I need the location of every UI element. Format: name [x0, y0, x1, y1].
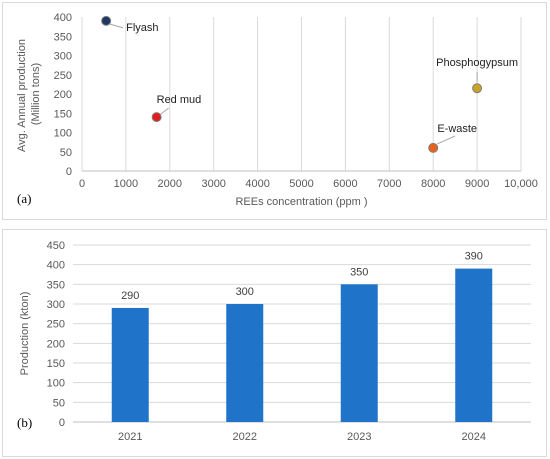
data-points [101, 15, 483, 153]
panel-label-b: (b) [17, 415, 32, 430]
x-tick-label: 10,000 [504, 178, 538, 190]
y-tick-label: 300 [47, 299, 65, 311]
bar-chart: 0 50 100 150 200 250 300 350 400 450 290 300 350 390… [17, 240, 531, 443]
bar [226, 304, 264, 422]
bar-value-label: 350 [350, 266, 368, 278]
axes [81, 17, 521, 172]
y-tick-labels: 0 50 100 150 200 250 300 350 400 [54, 12, 72, 178]
y-axis-title: Avg. Annual production (Million tons) [16, 36, 42, 152]
y-tick-label: 250 [54, 70, 72, 82]
x-tick-label: 2023 [347, 431, 371, 443]
data-point [151, 112, 162, 123]
x-tick-label: 5000 [289, 178, 313, 190]
bar-value-label: 290 [121, 290, 139, 302]
bars [111, 268, 493, 422]
data-point [428, 142, 439, 153]
data-point [101, 15, 112, 26]
x-tick-label: 8000 [421, 178, 445, 190]
y-tick-label: 400 [47, 260, 65, 272]
x-tick-label: 9000 [465, 178, 489, 190]
y-tick-label: 250 [47, 319, 65, 331]
x-tick-labels: 0 1000 2000 3000 4000 5000 6000 7000 8000 9000 10,… [79, 178, 538, 190]
y-tick-labels: 0 50 100 150 200 250 300 350 400 450 [47, 240, 65, 429]
bar-value-labels: 290 300 350 390 [121, 251, 483, 302]
y-tick-label: 450 [47, 240, 65, 252]
leader-line [436, 135, 456, 145]
y-tick-label: 0 [66, 166, 72, 178]
x-tick-label: 0 [79, 178, 85, 190]
point-label: E-waste [437, 123, 477, 135]
bar-value-label: 390 [465, 251, 483, 263]
y-tick-label: 150 [47, 358, 65, 370]
leader-line [160, 107, 169, 115]
x-tick-labels: 2021 2022 2023 2024 [118, 431, 486, 443]
leader-line [109, 23, 124, 29]
y-tick-label: 350 [47, 279, 65, 291]
x-tick-label: 1000 [114, 178, 138, 190]
bar [455, 268, 493, 422]
x-tick-label: 4000 [245, 178, 269, 190]
point-label: Phosphogypsum [436, 57, 518, 69]
x-tick-label: 2000 [158, 178, 182, 190]
y-tick-label: 350 [54, 31, 72, 43]
leader-lines [109, 23, 478, 145]
x-tick-label: 2022 [233, 431, 257, 443]
bar [340, 284, 378, 422]
point-label: Flyash [126, 22, 158, 34]
scatter-panel: 0 1000 2000 3000 4000 5000 6000 7000 8000 9000 10,… [2, 2, 547, 220]
y-tick-label: 50 [60, 147, 72, 159]
x-tick-label: 3000 [201, 178, 225, 190]
y-tick-label: 400 [54, 12, 72, 24]
bar-panel: 0 50 100 150 200 250 300 350 400 450 290 300 350 390… [2, 229, 547, 457]
x-gridlines [125, 17, 522, 171]
y-axis-title-line-1: Avg. Annual production [16, 39, 28, 152]
bar-value-label: 300 [236, 286, 254, 298]
y-tick-label: 150 [54, 108, 72, 120]
y-tick-label: 50 [53, 397, 65, 409]
panel-label-a: (a) [17, 191, 31, 206]
x-tick-label: 2024 [462, 431, 486, 443]
x-tick-label: 2021 [118, 431, 142, 443]
x-axis-title: REEs concentration (ppm ) [235, 196, 367, 208]
y-tick-label: 100 [54, 128, 72, 140]
y-tick-label: 200 [47, 338, 65, 350]
data-point [472, 83, 483, 94]
y-tick-label: 200 [54, 89, 72, 101]
scatter-chart: 0 1000 2000 3000 4000 5000 6000 7000 8000 9000 10,… [16, 12, 538, 208]
y-gridlines [73, 244, 531, 423]
point-labels: Flyash Red mud Phosphogypsum E-waste [126, 22, 518, 135]
x-tick-label: 6000 [333, 178, 357, 190]
x-tick-label: 7000 [377, 178, 401, 190]
y-axis-title: Production (kton) [19, 292, 31, 376]
point-label: Red mud [157, 94, 202, 106]
y-tick-label: 300 [54, 51, 72, 63]
y-tick-label: 0 [59, 417, 65, 429]
y-axis-title-line-2: (Million tons) [30, 63, 42, 125]
y-tick-label: 100 [47, 378, 65, 390]
bar [111, 307, 149, 422]
